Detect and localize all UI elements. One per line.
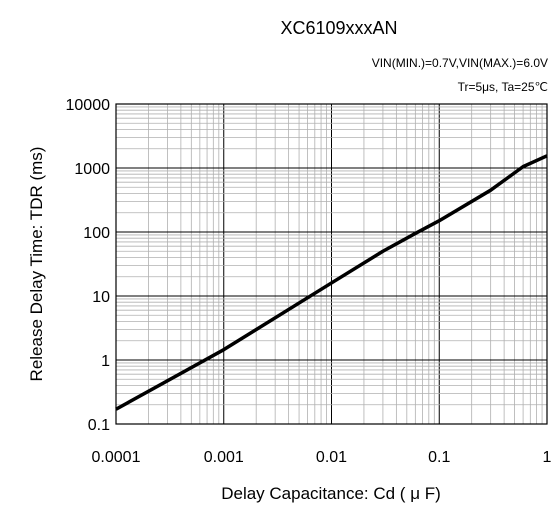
x-tick-label: 0.01	[316, 449, 347, 466]
y-tick-label: 10000	[66, 97, 111, 114]
grid	[116, 104, 547, 424]
series-line	[115, 154, 548, 411]
x-tick-label: 0.001	[204, 449, 244, 466]
x-tick-label: 0.1	[428, 449, 450, 466]
series-layer	[115, 154, 548, 411]
x-axis-label: Delay Capacitance: Cd ( μ F)	[221, 484, 441, 503]
y-axis-label: Release Delay Time: TDR (ms)	[27, 147, 46, 382]
x-tick-label: 1	[543, 449, 552, 466]
y-tick-label: 100	[83, 225, 110, 242]
condition-vin: VIN(MIN.)=0.7V,VIN(MAX.)=6.0V	[372, 56, 548, 70]
x-tick-labels: 0.0001 0.001 0.01 0.1 1	[92, 449, 552, 466]
y-tick-label: 10	[92, 289, 110, 306]
condition-tr-ta: Tr=5μs, Ta=25℃	[458, 80, 548, 94]
y-tick-labels: 0.1 1 10 100 1000 10000	[66, 97, 111, 434]
chart-title: XC6109xxxAN	[280, 18, 397, 38]
y-tick-label: 1	[101, 353, 110, 370]
y-tick-label: 1000	[74, 161, 110, 178]
plot-frame	[115, 103, 548, 425]
x-tick-label: 0.0001	[92, 449, 141, 466]
y-tick-label: 0.1	[88, 417, 110, 434]
